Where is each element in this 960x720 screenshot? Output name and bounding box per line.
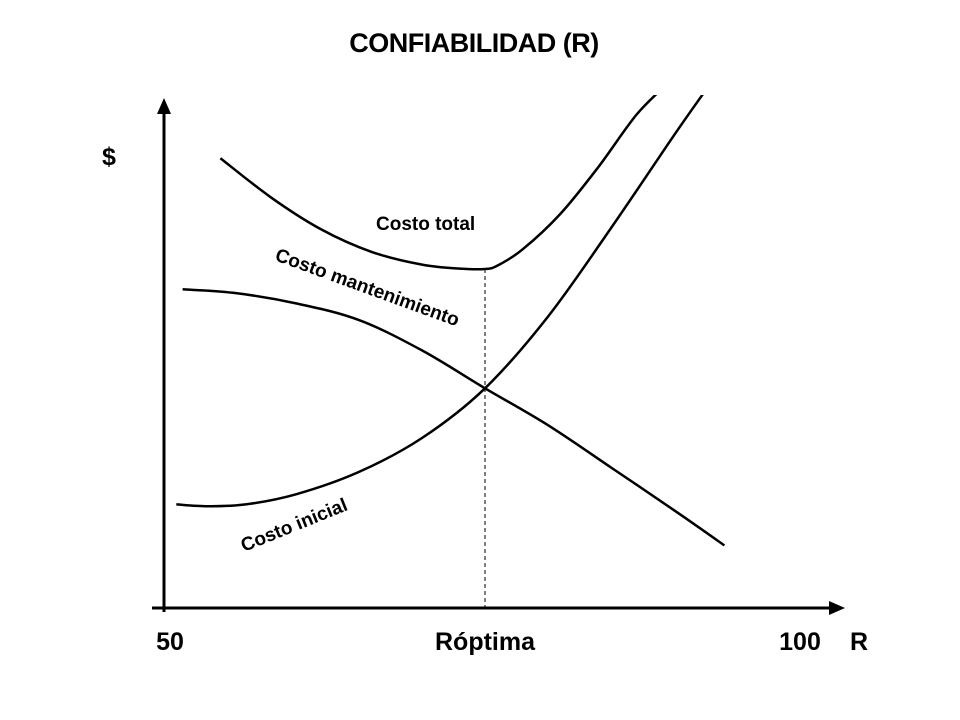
series-curves [176,95,726,547]
label-costo-mantenimiento: Costo mantenimiento [272,245,462,331]
x-tick-label: 100 [779,628,821,656]
label-costo-total: Costo total [376,214,475,235]
y-axis-arrow [157,98,171,114]
series-line-costo-total [219,95,658,271]
y-axis-label: $ [102,143,116,171]
x-axis-label: R [850,628,868,656]
series-line-costo-mantenimiento [182,288,726,547]
x-tick-label: 50 [156,628,184,656]
chart-title: CONFIABILIDAD (R) [349,28,599,58]
x-tick-label: Róptima [435,628,536,656]
series-line-costo-inicial [176,95,704,508]
x-axis-arrow [829,601,845,615]
x-tick-labels: 50 Róptima 100 [156,628,821,656]
